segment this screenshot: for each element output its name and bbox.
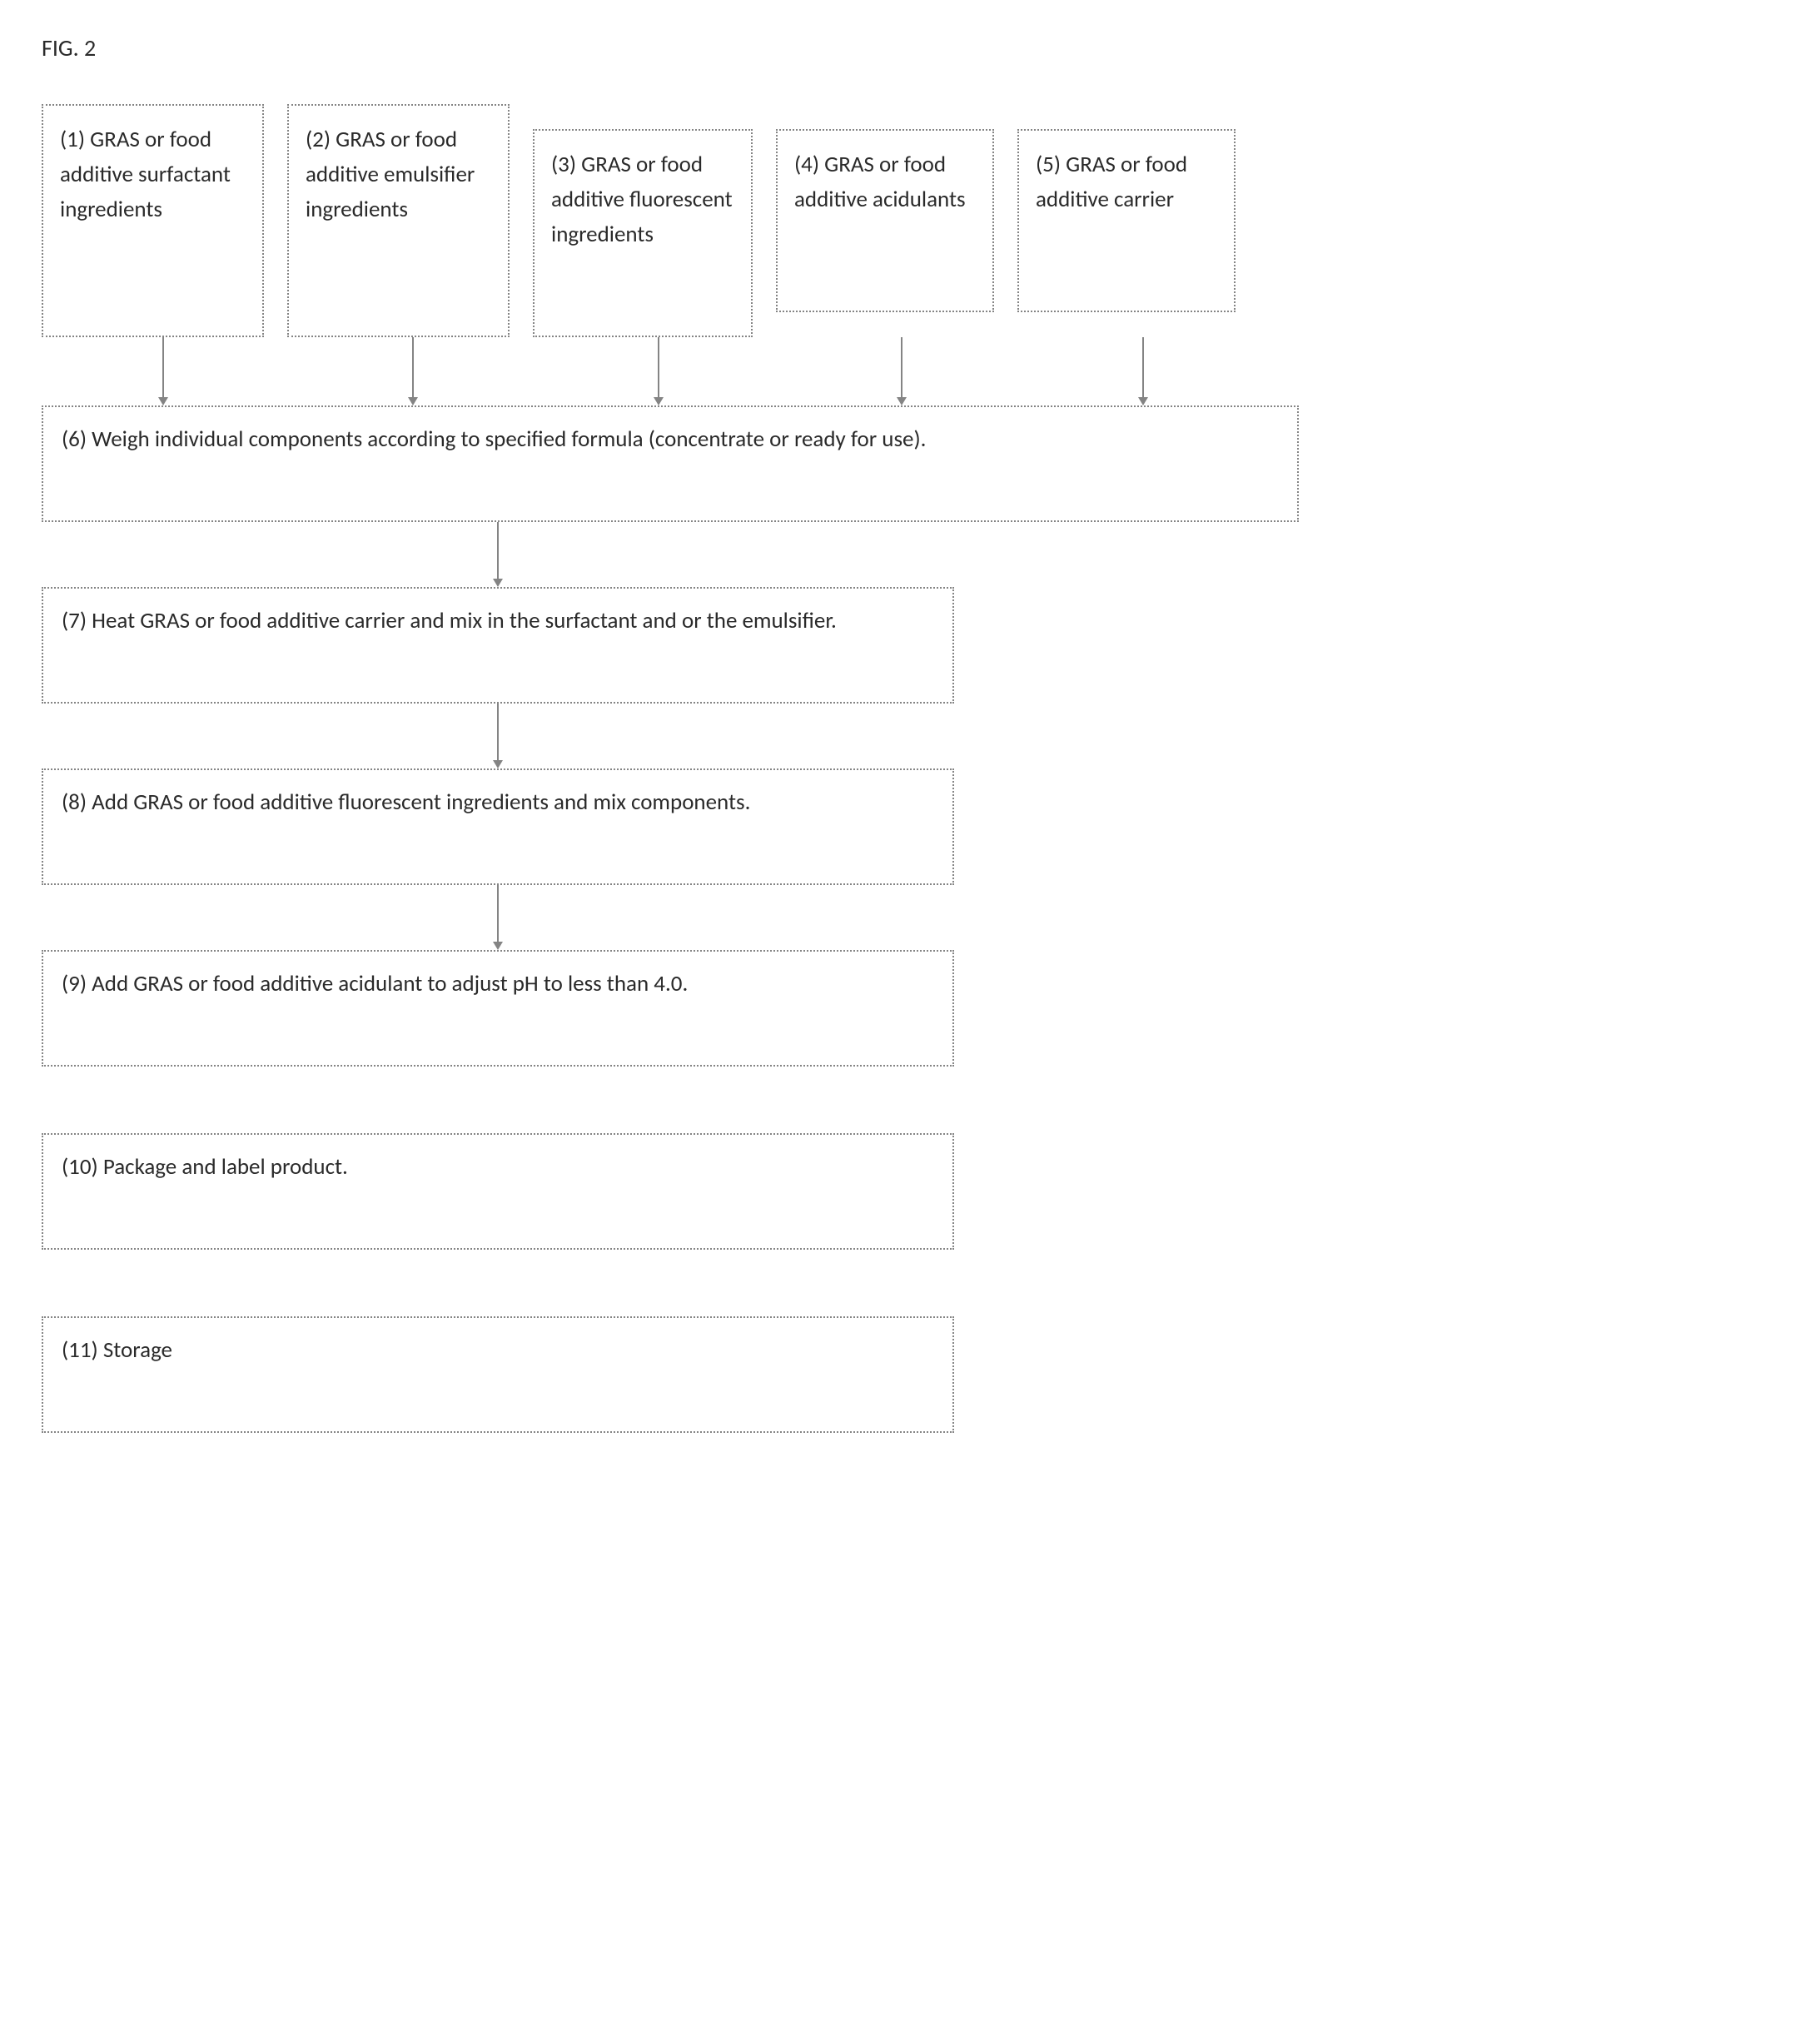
arrow-5-to-6 [1142, 337, 1144, 405]
arrow-3-to-6 [658, 337, 659, 405]
arrow-4-to-6 [901, 337, 902, 405]
arrow-7-to-8-zone [42, 704, 954, 768]
node-1-surfactant: (1) GRAS or food additive surfactant ing… [42, 104, 264, 337]
arrow-6-to-7-zone [42, 522, 954, 587]
gap-10-to-11 [42, 1250, 1758, 1316]
node-9-add-acidulant: (9) Add GRAS or food additive acidulant … [42, 950, 954, 1067]
node-2-emulsifier: (2) GRAS or food additive emulsifier ing… [287, 104, 510, 337]
node-10-package: (10) Package and label product. [42, 1133, 954, 1250]
node-8-add-fluorescent: (8) Add GRAS or food additive fluorescen… [42, 768, 954, 885]
arrows-top-to-6 [42, 337, 1758, 405]
arrow-7-to-8 [493, 704, 503, 768]
node-5-carrier: (5) GRAS or food additive carrier [1017, 129, 1236, 312]
node-6-weigh: (6) Weigh individual components accordin… [42, 405, 1299, 522]
gap-9-to-10 [42, 1067, 1758, 1133]
node-4-acidulants: (4) GRAS or food additive acidulants [776, 129, 994, 312]
arrow-2-to-6 [412, 337, 414, 405]
flowchart-diagram: (1) GRAS or food additive surfactant ing… [42, 104, 1758, 1433]
node-3-fluorescent: (3) GRAS or food additive fluorescent in… [533, 129, 753, 337]
arrow-8-to-9-zone [42, 885, 954, 950]
figure-label: FIG. 2 [42, 33, 1758, 62]
arrow-1-to-6 [162, 337, 164, 405]
arrow-6-to-7 [493, 522, 503, 587]
node-11-storage: (11) Storage [42, 1316, 954, 1433]
node-7-heat-mix: (7) Heat GRAS or food additive carrier a… [42, 587, 954, 704]
top-row: (1) GRAS or food additive surfactant ing… [42, 104, 1758, 337]
arrow-8-to-9 [493, 885, 503, 950]
